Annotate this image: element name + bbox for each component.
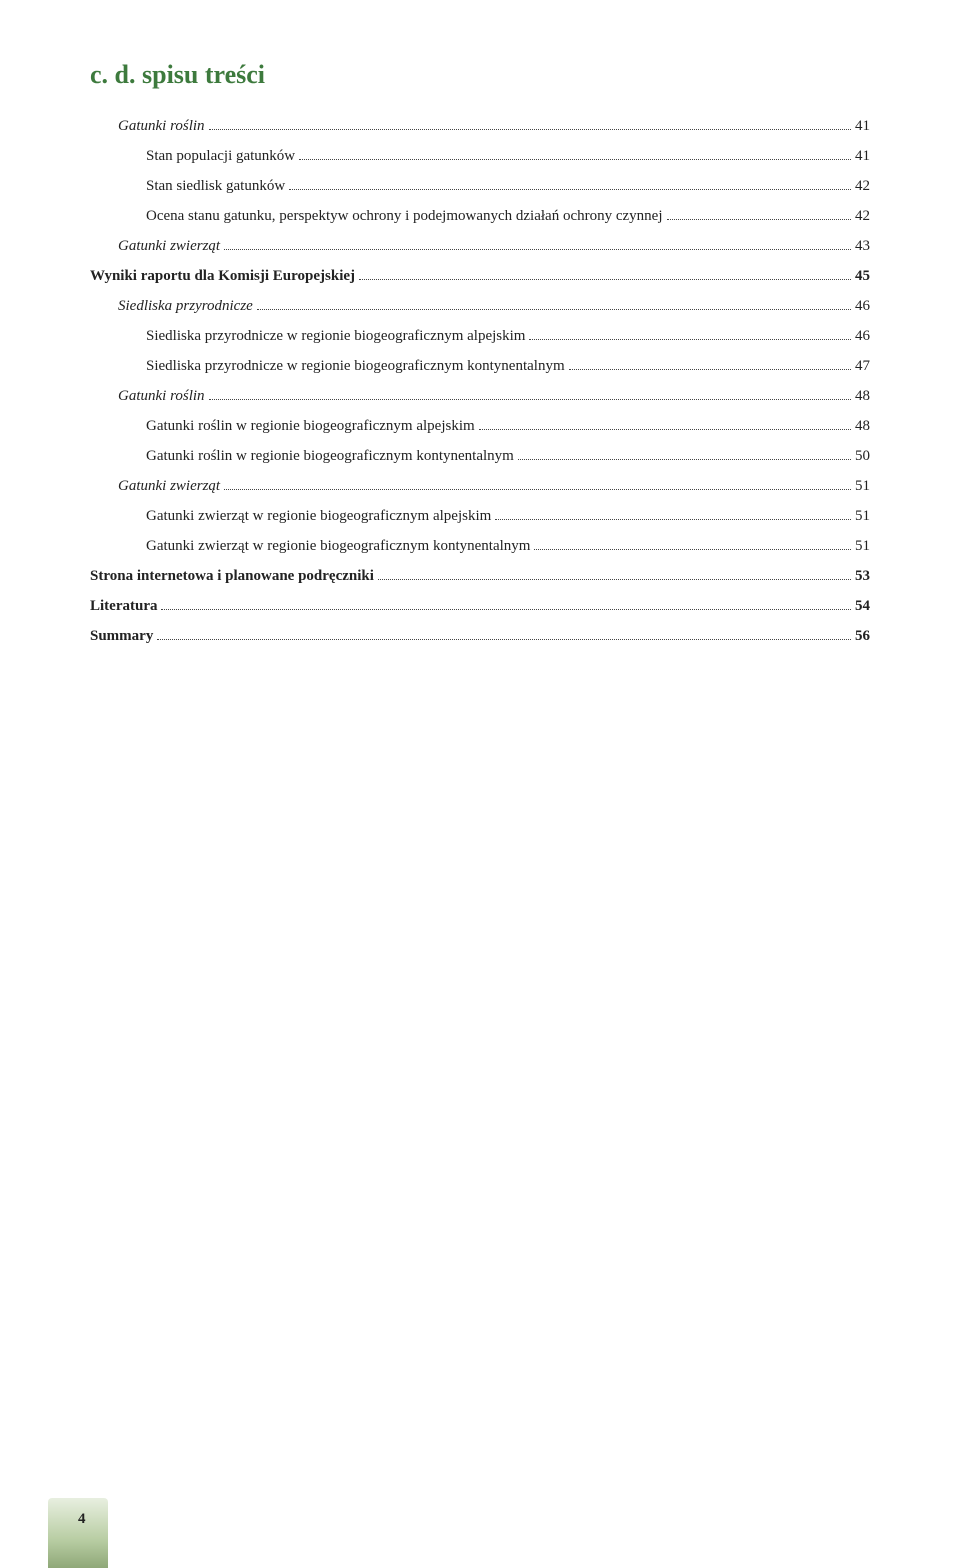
toc-leader-dots: [224, 489, 851, 490]
toc-leader-dots: [161, 609, 851, 610]
toc-entry-page: 42: [855, 204, 870, 228]
toc-entry: Gatunki roślin 41: [90, 114, 870, 138]
toc-entry-page: 54: [855, 594, 870, 618]
toc-leader-dots: [224, 249, 851, 250]
toc-leader-dots: [529, 339, 851, 340]
toc-entry: Gatunki zwierząt w regionie biogeografic…: [90, 534, 870, 558]
toc-leader-dots: [157, 639, 851, 640]
toc-entry-label: Gatunki roślin w regionie biogeograficzn…: [146, 414, 475, 438]
toc-entry: Literatura 54: [90, 594, 870, 618]
toc-entry-label: Gatunki roślin w regionie biogeograficzn…: [146, 444, 514, 468]
toc-entry-page: 43: [855, 234, 870, 258]
toc-entry: Stan siedlisk gatunków 42: [90, 174, 870, 198]
toc-entry-page: 47: [855, 354, 870, 378]
toc-leader-dots: [667, 219, 851, 220]
toc-entry-label: Gatunki zwierząt w regionie biogeografic…: [146, 504, 491, 528]
toc-leader-dots: [378, 579, 851, 580]
toc-entry-page: 46: [855, 294, 870, 318]
toc-entry-label: Gatunki zwierząt: [118, 474, 220, 498]
toc-leader-dots: [209, 399, 851, 400]
toc-entry-page: 45: [855, 264, 870, 288]
toc-entry: Siedliska przyrodnicze w regionie biogeo…: [90, 354, 870, 378]
toc-entry: Stan populacji gatunków 41: [90, 144, 870, 168]
toc-entry-page: 42: [855, 174, 870, 198]
footer-tab-decoration: [48, 1498, 108, 1568]
toc-entry: Strona internetowa i planowane podręczni…: [90, 564, 870, 588]
toc-entry: Gatunki roślin w regionie biogeograficzn…: [90, 414, 870, 438]
toc-entry-page: 53: [855, 564, 870, 588]
toc-entry-label: Gatunki roślin: [118, 384, 205, 408]
toc-entry: Siedliska przyrodnicze 46: [90, 294, 870, 318]
toc-entry: Wyniki raportu dla Komisji Europejskiej 4…: [90, 264, 870, 288]
toc-entry: Summary 56: [90, 624, 870, 648]
toc-leader-dots: [299, 159, 851, 160]
toc-entry-label: Ocena stanu gatunku, perspektyw ochrony …: [146, 204, 663, 228]
toc-entry-page: 56: [855, 624, 870, 648]
toc-entry-label: Gatunki roślin: [118, 114, 205, 138]
toc-leader-dots: [518, 459, 851, 460]
toc-leader-dots: [209, 129, 851, 130]
page-number: 4: [78, 1511, 86, 1528]
toc-entry-label: Siedliska przyrodnicze w regionie biogeo…: [146, 354, 565, 378]
toc-entry-label: Summary: [90, 624, 153, 648]
toc-leader-dots: [569, 369, 851, 370]
toc-entry-page: 48: [855, 414, 870, 438]
toc-list: Gatunki roślin 41 Stan populacji gatunków 4…: [90, 114, 870, 648]
toc-leader-dots: [289, 189, 851, 190]
toc-entry: Gatunki roślin w regionie biogeograficzn…: [90, 444, 870, 468]
toc-entry-label: Strona internetowa i planowane podręczni…: [90, 564, 374, 588]
toc-continuation-heading: c. d. spisu treści: [90, 60, 870, 90]
toc-entry: Siedliska przyrodnicze w regionie biogeo…: [90, 324, 870, 348]
toc-entry: Gatunki zwierząt 43: [90, 234, 870, 258]
toc-leader-dots: [359, 279, 851, 280]
toc-entry-page: 46: [855, 324, 870, 348]
toc-entry-page: 48: [855, 384, 870, 408]
toc-entry-page: 41: [855, 144, 870, 168]
toc-entry-page: 51: [855, 504, 870, 528]
toc-leader-dots: [257, 309, 851, 310]
toc-entry-label: Stan siedlisk gatunków: [146, 174, 285, 198]
toc-entry-page: 50: [855, 444, 870, 468]
toc-entry: Gatunki roślin 48: [90, 384, 870, 408]
toc-entry-page: 41: [855, 114, 870, 138]
toc-leader-dots: [479, 429, 851, 430]
toc-leader-dots: [495, 519, 851, 520]
toc-entry-label: Gatunki zwierząt w regionie biogeografic…: [146, 534, 530, 558]
toc-entry-page: 51: [855, 474, 870, 498]
toc-entry-label: Siedliska przyrodnicze: [118, 294, 253, 318]
toc-entry-label: Gatunki zwierząt: [118, 234, 220, 258]
toc-entry: Gatunki zwierząt w regionie biogeografic…: [90, 504, 870, 528]
toc-entry-page: 51: [855, 534, 870, 558]
toc-entry-label: Wyniki raportu dla Komisji Europejskiej: [90, 264, 355, 288]
toc-entry: Gatunki zwierząt 51: [90, 474, 870, 498]
toc-entry-label: Literatura: [90, 594, 157, 618]
toc-entry-label: Siedliska przyrodnicze w regionie biogeo…: [146, 324, 525, 348]
toc-entry-label: Stan populacji gatunków: [146, 144, 295, 168]
toc-entry: Ocena stanu gatunku, perspektyw ochrony …: [90, 204, 870, 228]
toc-leader-dots: [534, 549, 851, 550]
